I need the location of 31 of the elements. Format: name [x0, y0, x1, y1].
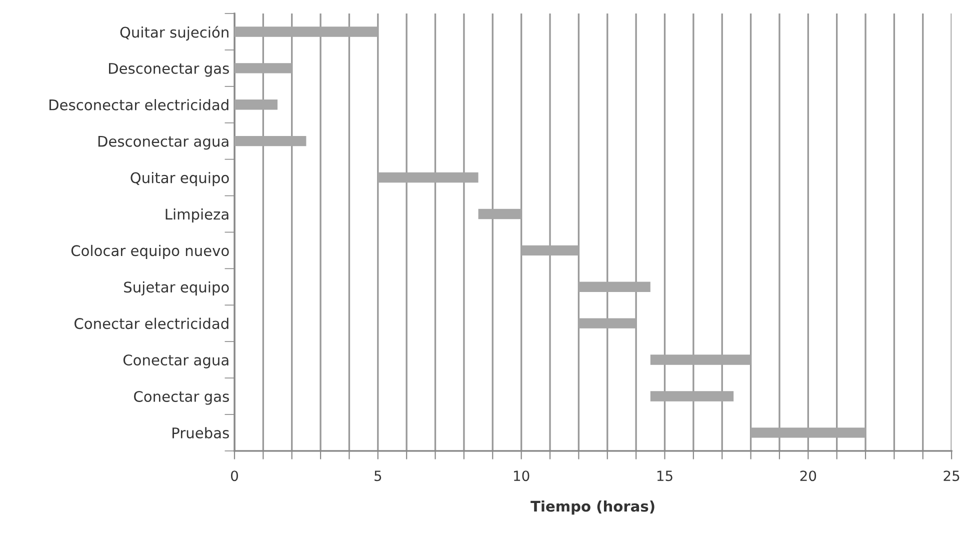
y-tick-label: Conectar electricidad: [74, 318, 228, 330]
bar: [578, 282, 650, 292]
y-tick-label: Conectar gas: [134, 390, 229, 405]
bar: [650, 354, 751, 365]
y-tick-label: Desconectar gas: [109, 63, 229, 77]
bar: [750, 428, 866, 438]
x-tick-label: 20: [800, 470, 816, 482]
bar: [521, 245, 579, 256]
y-tick-label: Conectar agua: [123, 354, 228, 368]
bar: [378, 172, 478, 183]
bar: [578, 318, 636, 328]
bar: [234, 26, 378, 37]
x-tick-label: 0: [230, 470, 238, 482]
y-tick-label: Sujetar equipo: [124, 281, 229, 296]
x-tick-label: 10: [514, 470, 530, 482]
x-tick-label: 5: [374, 470, 382, 482]
x-axis-title: Tiempo (horas): [530, 500, 654, 515]
y-tick-label: Desconectar agua: [98, 136, 228, 150]
x-tick-label: 15: [657, 470, 672, 482]
y-tick-label: Colocar equipo nuevo: [71, 244, 229, 259]
y-tick-label: Quitar equipo: [130, 172, 229, 186]
bar: [234, 136, 306, 146]
y-tick-label: Pruebas: [172, 427, 229, 438]
y-tick-label: Limpieza: [166, 208, 228, 223]
bar: [234, 100, 278, 110]
y-tick-label: Quitar sujeción: [120, 26, 228, 41]
y-tick-label: Desconectar electricidad: [50, 99, 228, 110]
x-tick-label: 25: [944, 470, 960, 482]
bar: [650, 391, 734, 402]
bar: [478, 208, 522, 220]
bar: [234, 63, 292, 74]
